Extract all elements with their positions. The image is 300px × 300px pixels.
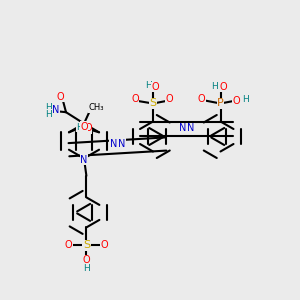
Text: O: O bbox=[100, 240, 108, 250]
Text: H: H bbox=[45, 103, 52, 112]
Text: P: P bbox=[217, 98, 224, 109]
Text: N: N bbox=[179, 123, 187, 134]
Text: N: N bbox=[52, 105, 59, 115]
Text: O: O bbox=[80, 122, 88, 132]
Text: N: N bbox=[118, 139, 125, 149]
Text: H: H bbox=[145, 81, 152, 90]
Text: H: H bbox=[83, 264, 90, 273]
Text: O: O bbox=[65, 240, 73, 250]
Text: O: O bbox=[197, 94, 205, 104]
Text: N: N bbox=[110, 139, 117, 149]
Text: O: O bbox=[84, 123, 92, 133]
Text: O: O bbox=[219, 82, 227, 92]
Text: O: O bbox=[152, 82, 159, 92]
Text: S: S bbox=[149, 98, 157, 109]
Text: O: O bbox=[82, 255, 90, 266]
Text: N: N bbox=[80, 155, 88, 165]
Text: N: N bbox=[187, 123, 194, 134]
Text: O: O bbox=[57, 92, 64, 102]
Text: CH₃: CH₃ bbox=[88, 103, 104, 112]
Text: H: H bbox=[242, 94, 248, 103]
Text: O: O bbox=[165, 94, 173, 104]
Text: O: O bbox=[233, 95, 241, 106]
Text: H: H bbox=[45, 110, 52, 119]
Text: S: S bbox=[83, 240, 90, 250]
Text: H: H bbox=[76, 123, 83, 132]
Text: H: H bbox=[211, 82, 218, 91]
Text: O: O bbox=[131, 94, 139, 104]
